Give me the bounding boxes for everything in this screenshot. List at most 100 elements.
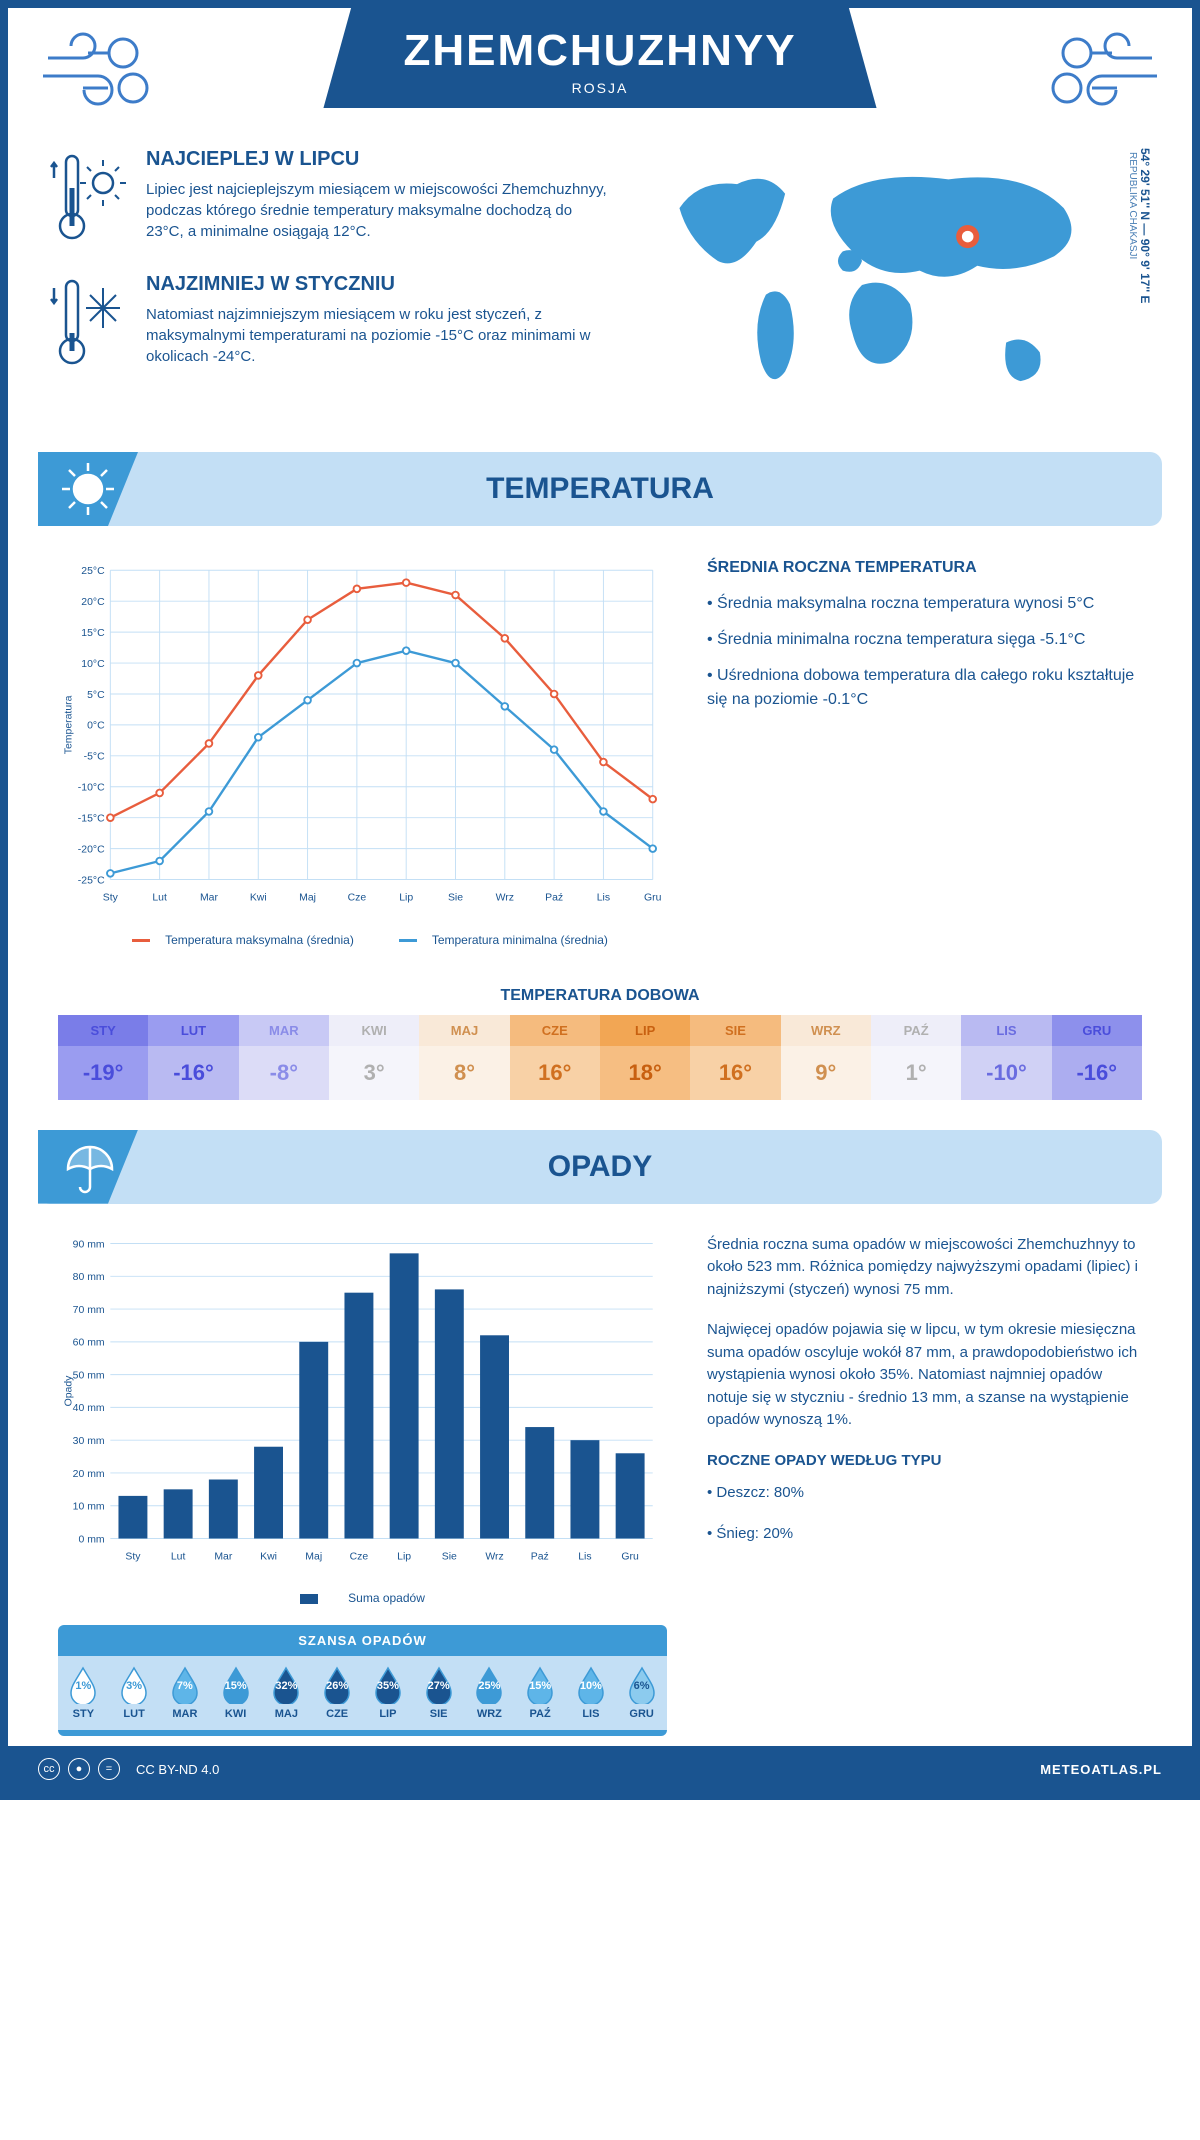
svg-text:Mar: Mar bbox=[200, 892, 219, 903]
legend-item: Temperatura maksymalna (średnia) bbox=[117, 933, 354, 947]
svg-text:5°C: 5°C bbox=[87, 690, 105, 701]
umbrella-corner-icon bbox=[38, 1130, 138, 1204]
daily-temp-cell: MAJ 8° bbox=[419, 1015, 509, 1100]
chance-cell: 26% CZE bbox=[312, 1656, 363, 1730]
sun-corner-icon bbox=[38, 452, 138, 526]
svg-text:Paź: Paź bbox=[545, 892, 563, 903]
svg-text:15°C: 15°C bbox=[81, 628, 105, 639]
temp-bullet: • Średnia maksymalna roczna temperatura … bbox=[707, 592, 1142, 616]
svg-text:Sie: Sie bbox=[448, 892, 463, 903]
svg-text:0 mm: 0 mm bbox=[78, 1534, 104, 1545]
svg-text:10°C: 10°C bbox=[81, 659, 105, 670]
chance-cell: 1% STY bbox=[58, 1656, 109, 1730]
svg-text:Sty: Sty bbox=[125, 1551, 141, 1562]
svg-text:60 mm: 60 mm bbox=[73, 1337, 105, 1348]
temperature-title: TEMPERATURA bbox=[486, 472, 714, 505]
svg-text:30 mm: 30 mm bbox=[73, 1436, 105, 1447]
svg-text:-10°C: -10°C bbox=[78, 783, 105, 794]
svg-text:Paź: Paź bbox=[531, 1551, 549, 1562]
thermometer-hot-icon bbox=[48, 148, 128, 248]
precip-type-title: ROCZNE OPADY WEDŁUG TYPU bbox=[707, 1450, 1142, 1473]
svg-text:Lip: Lip bbox=[399, 892, 413, 903]
thermometer-cold-icon bbox=[48, 273, 128, 373]
chance-cell: 15% PAŹ bbox=[515, 1656, 566, 1730]
svg-text:Kwi: Kwi bbox=[260, 1551, 277, 1562]
wind-icon-left bbox=[38, 28, 158, 118]
by-icon: ● bbox=[68, 1758, 90, 1780]
svg-text:Lip: Lip bbox=[397, 1551, 411, 1562]
chance-cell: 10% LIS bbox=[566, 1656, 617, 1730]
coldest-title: NAJZIMNIEJ W STYCZNIU bbox=[146, 273, 611, 296]
svg-text:Lis: Lis bbox=[578, 1551, 591, 1562]
header: ZHEMCHUZHNYY ROSJA bbox=[8, 8, 1192, 118]
raindrop-icon: 1% bbox=[68, 1666, 98, 1704]
daily-temp-cell: STY -19° bbox=[58, 1015, 148, 1100]
precipitation-summary: Średnia roczna suma opadów w miejscowośc… bbox=[707, 1234, 1142, 1737]
daily-temp-cell: SIE 16° bbox=[690, 1015, 780, 1100]
svg-text:Wrz: Wrz bbox=[496, 892, 514, 903]
daily-temp-cell: LUT -16° bbox=[148, 1015, 238, 1100]
wind-icon-right bbox=[1042, 28, 1162, 118]
precipitation-body: 0 mm10 mm20 mm30 mm40 mm50 mm60 mm70 mm8… bbox=[8, 1204, 1192, 1747]
daily-temp-title: TEMPERATURA DOBOWA bbox=[8, 987, 1192, 1005]
svg-text:Temperatura: Temperatura bbox=[63, 695, 74, 754]
precip-type-item: • Śnieg: 20% bbox=[707, 1523, 1142, 1546]
precip-p1: Średnia roczna suma opadów w miejscowośc… bbox=[707, 1234, 1142, 1302]
temperature-section-header: TEMPERATURA bbox=[38, 452, 1162, 526]
svg-text:Opady: Opady bbox=[63, 1374, 74, 1406]
svg-text:-5°C: -5°C bbox=[84, 752, 105, 763]
svg-text:Cze: Cze bbox=[348, 892, 367, 903]
annual-temp-title: ŚREDNIA ROCZNA TEMPERATURA bbox=[707, 556, 1142, 580]
chance-cell: 6% GRU bbox=[616, 1656, 667, 1730]
precipitation-bar-chart: 0 mm10 mm20 mm30 mm40 mm50 mm60 mm70 mm8… bbox=[58, 1234, 667, 1737]
temperature-body: -25°C-20°C-15°C-10°C-5°C0°C5°C10°C15°C20… bbox=[8, 526, 1192, 977]
page: ZHEMCHUZHNYY ROSJA bbox=[0, 0, 1200, 1800]
chance-cell: 27% SIE bbox=[413, 1656, 464, 1730]
raindrop-icon: 7% bbox=[170, 1666, 200, 1704]
svg-text:20 mm: 20 mm bbox=[73, 1468, 105, 1479]
svg-text:Sty: Sty bbox=[103, 892, 119, 903]
svg-text:Lut: Lut bbox=[171, 1551, 186, 1562]
svg-text:-25°C: -25°C bbox=[78, 875, 105, 886]
site-name: METEOATLAS.PL bbox=[1040, 1762, 1162, 1777]
precipitation-section-header: OPADY bbox=[38, 1130, 1162, 1204]
raindrop-icon: 26% bbox=[322, 1666, 352, 1704]
svg-text:Cze: Cze bbox=[350, 1551, 369, 1562]
svg-text:80 mm: 80 mm bbox=[73, 1272, 105, 1283]
coordinates-label: 54° 29' 51'' N — 90° 9' 17'' E REPUBLIKA… bbox=[1121, 148, 1152, 422]
daily-temp-cell: WRZ 9° bbox=[781, 1015, 871, 1100]
svg-text:Wrz: Wrz bbox=[485, 1551, 503, 1562]
svg-text:90 mm: 90 mm bbox=[73, 1239, 105, 1250]
svg-text:Sie: Sie bbox=[442, 1551, 457, 1562]
overview-section: NAJCIEPLEJ W LIPCU Lipiec jest najcieple… bbox=[8, 118, 1192, 452]
precipitation-legend: Suma opadów bbox=[58, 1591, 667, 1605]
hottest-block: NAJCIEPLEJ W LIPCU Lipiec jest najcieple… bbox=[48, 148, 611, 248]
svg-text:Lut: Lut bbox=[152, 892, 167, 903]
svg-text:Maj: Maj bbox=[299, 892, 316, 903]
svg-text:Maj: Maj bbox=[305, 1551, 322, 1562]
coldest-block: NAJZIMNIEJ W STYCZNIU Natomiast najzimni… bbox=[48, 273, 611, 373]
precip-type-item: • Deszcz: 80% bbox=[707, 1482, 1142, 1505]
raindrop-icon: 15% bbox=[525, 1666, 555, 1704]
svg-text:40 mm: 40 mm bbox=[73, 1403, 105, 1414]
svg-text:50 mm: 50 mm bbox=[73, 1370, 105, 1381]
cc-icon: cc bbox=[38, 1758, 60, 1780]
license-text: CC BY-ND 4.0 bbox=[136, 1762, 219, 1777]
map-block: 54° 29' 51'' N — 90° 9' 17'' E REPUBLIKA… bbox=[641, 148, 1152, 422]
coldest-text: Natomiast najzimniejszym miesiącem w rok… bbox=[146, 304, 611, 367]
country-subtitle: ROSJA bbox=[403, 80, 796, 96]
daily-temp-cell: CZE 16° bbox=[510, 1015, 600, 1100]
chance-cell: 3% LUT bbox=[109, 1656, 160, 1730]
nd-icon: = bbox=[98, 1758, 120, 1780]
svg-text:10 mm: 10 mm bbox=[73, 1501, 105, 1512]
raindrop-icon: 25% bbox=[474, 1666, 504, 1704]
svg-text:20°C: 20°C bbox=[81, 597, 105, 608]
temperature-summary: ŚREDNIA ROCZNA TEMPERATURA • Średnia mak… bbox=[707, 556, 1142, 947]
temperature-legend: Temperatura maksymalna (średnia)Temperat… bbox=[58, 933, 667, 947]
daily-temp-cell: GRU -16° bbox=[1052, 1015, 1142, 1100]
raindrop-icon: 32% bbox=[271, 1666, 301, 1704]
precipitation-title: OPADY bbox=[548, 1150, 652, 1183]
chance-cell: 7% MAR bbox=[160, 1656, 211, 1730]
svg-text:25°C: 25°C bbox=[81, 566, 105, 577]
overview-text: NAJCIEPLEJ W LIPCU Lipiec jest najcieple… bbox=[48, 148, 611, 422]
